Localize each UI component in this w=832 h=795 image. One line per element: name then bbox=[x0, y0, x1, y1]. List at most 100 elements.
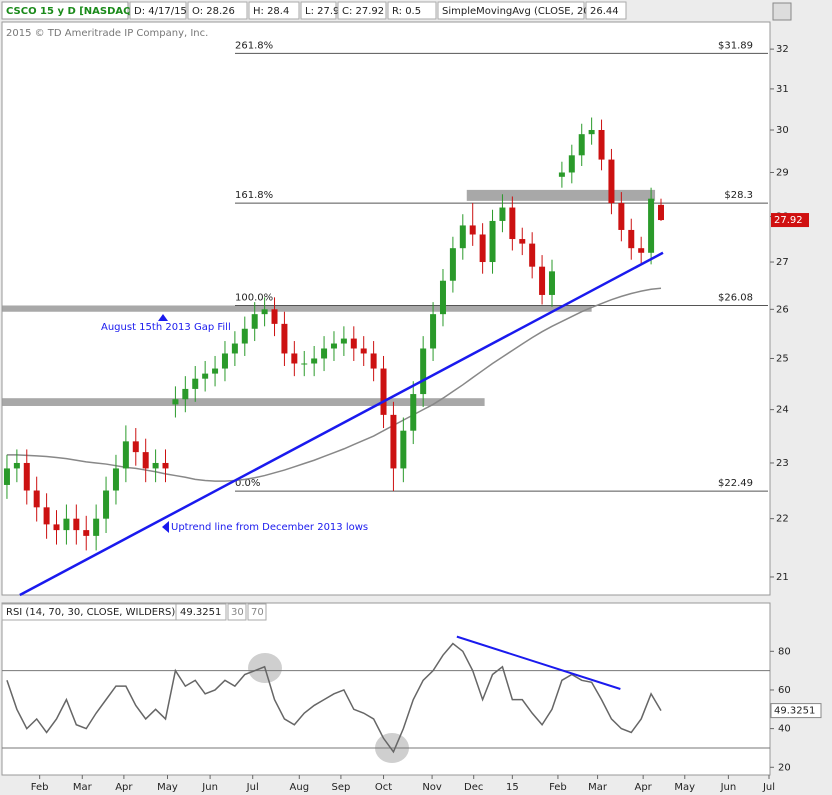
fib-label: 0.0% bbox=[235, 478, 260, 489]
candle-body bbox=[33, 490, 40, 508]
header-box bbox=[585, 1, 627, 20]
settings-button[interactable] bbox=[772, 2, 792, 21]
candle-body bbox=[23, 462, 30, 491]
zone bbox=[466, 189, 656, 201]
fib-value: $28.3 bbox=[724, 190, 753, 201]
candle-body bbox=[162, 462, 169, 469]
candle-body bbox=[182, 388, 189, 400]
candle-body bbox=[340, 338, 347, 344]
candle-body bbox=[142, 452, 149, 469]
y-tick-label: 27 bbox=[776, 257, 789, 268]
band-box bbox=[247, 603, 267, 621]
candle-body bbox=[657, 204, 664, 221]
candle-body bbox=[558, 172, 565, 177]
y-tick-label: 26 bbox=[776, 304, 789, 315]
candle-body bbox=[172, 399, 179, 405]
x-tick-label: Feb bbox=[31, 782, 49, 793]
candle-body bbox=[112, 468, 119, 491]
fib-label: 100.0% bbox=[235, 292, 273, 303]
y-tick-label: 31 bbox=[776, 84, 789, 95]
x-tick-label: Aug bbox=[290, 782, 310, 793]
candle-body bbox=[449, 248, 456, 281]
candle-body bbox=[380, 368, 387, 415]
header-item: D: 4/17/15 bbox=[134, 6, 187, 17]
candle-body bbox=[618, 203, 625, 230]
fib-value: $22.49 bbox=[718, 478, 753, 489]
rsi-line bbox=[6, 642, 662, 754]
candle-body bbox=[509, 207, 516, 240]
header-item: O: 28.26 bbox=[192, 6, 235, 17]
x-tick-label: Apr bbox=[115, 782, 133, 793]
header-box bbox=[337, 1, 387, 20]
candle-body bbox=[221, 353, 228, 369]
candle-body bbox=[212, 368, 219, 374]
candle-body bbox=[202, 373, 209, 379]
annotation: Uptrend line from December 2013 lows bbox=[171, 522, 368, 533]
candle-body bbox=[231, 343, 238, 354]
candle-body bbox=[588, 129, 595, 135]
candle-body bbox=[439, 280, 446, 315]
header-item: L: 27.9 bbox=[305, 6, 339, 17]
candle-body bbox=[271, 309, 278, 324]
trend-line bbox=[19, 251, 664, 597]
candle-body bbox=[539, 266, 546, 295]
candle-body bbox=[132, 441, 139, 453]
x-tick-label: Jun bbox=[720, 782, 737, 793]
y-tick-label: 21 bbox=[776, 572, 789, 583]
header-box bbox=[300, 1, 337, 20]
candle-body bbox=[430, 314, 437, 349]
candle-body bbox=[152, 462, 159, 469]
y-tick-label: 25 bbox=[776, 353, 789, 364]
candle-body bbox=[420, 348, 427, 395]
rsi-title: RSI (14, 70, 30, CLOSE, WILDERS) bbox=[6, 607, 175, 618]
candle-body bbox=[370, 353, 377, 369]
annotation-arrow bbox=[158, 314, 168, 321]
candle-body bbox=[479, 234, 486, 263]
band-label: 70 bbox=[251, 607, 264, 618]
header-box bbox=[187, 1, 248, 20]
fib-value: $26.08 bbox=[718, 292, 753, 303]
candle-body bbox=[459, 225, 466, 249]
last-rsi-box bbox=[770, 703, 822, 719]
band-label: 30 bbox=[231, 607, 244, 618]
candle-body bbox=[63, 518, 70, 531]
y-tick-label: 60 bbox=[778, 685, 791, 696]
last-price-box bbox=[771, 213, 809, 228]
candle-body bbox=[360, 348, 367, 354]
candle-body bbox=[251, 314, 258, 329]
x-tick-label: Feb bbox=[549, 782, 567, 793]
symbol-box bbox=[1, 1, 129, 20]
x-tick-label: Apr bbox=[634, 782, 652, 793]
candle-body bbox=[321, 348, 328, 359]
x-tick-label: Nov bbox=[422, 782, 442, 793]
rsi-value: 49.3251 bbox=[180, 607, 221, 618]
candle-body bbox=[638, 248, 645, 253]
candle-body bbox=[390, 414, 397, 469]
candle-body bbox=[83, 530, 90, 536]
x-tick-label: Dec bbox=[464, 782, 483, 793]
candle-body bbox=[648, 198, 655, 253]
candle-body bbox=[301, 363, 308, 365]
candle-body bbox=[489, 220, 496, 263]
candle-body bbox=[43, 507, 50, 525]
candle-body bbox=[499, 207, 506, 221]
y-tick-label: 29 bbox=[776, 167, 789, 178]
candle-body bbox=[400, 430, 407, 469]
x-tick-label: Sep bbox=[331, 782, 350, 793]
x-tick-label: May bbox=[674, 782, 695, 793]
rsi-value-box bbox=[175, 603, 227, 621]
candle-body bbox=[122, 441, 129, 469]
x-tick-label: Oct bbox=[375, 782, 392, 793]
candle-body bbox=[628, 229, 635, 249]
header-box bbox=[248, 1, 300, 20]
candle-body bbox=[598, 129, 605, 160]
fib-label: 161.8% bbox=[235, 190, 273, 201]
header-item: SimpleMovingAvg (CLOSE, 200, 0) bbox=[442, 6, 613, 17]
candle-body bbox=[291, 353, 298, 364]
candle-body bbox=[192, 378, 199, 389]
fib-label: 261.8% bbox=[235, 40, 273, 51]
candle-body bbox=[93, 518, 100, 536]
zone bbox=[2, 305, 592, 312]
candle-body bbox=[410, 394, 417, 431]
header-item: C: 27.92 bbox=[342, 6, 384, 17]
